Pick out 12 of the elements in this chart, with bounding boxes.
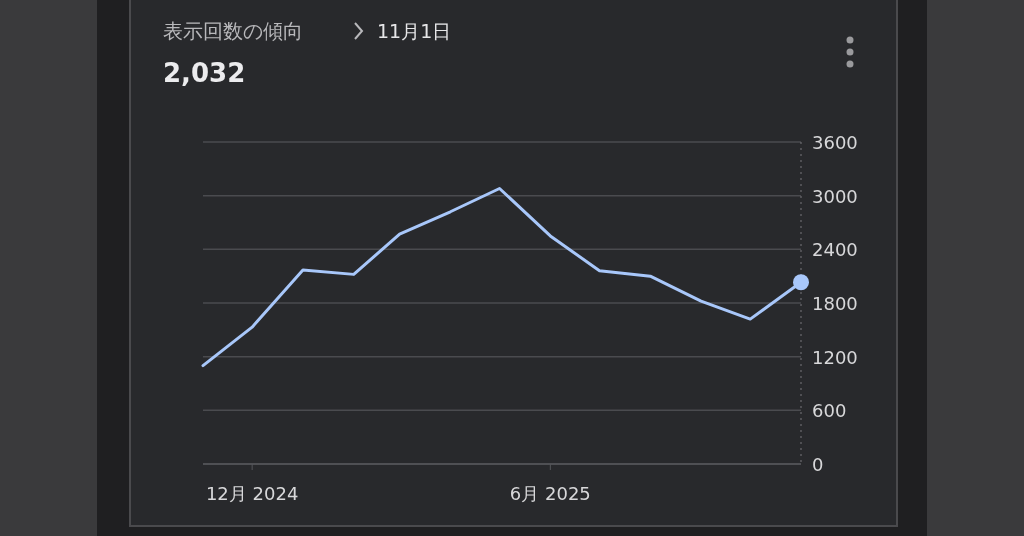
y-tick-label: 3000 [812,185,858,207]
x-tick-label: 6月 2025 [509,483,591,504]
y-tick-label: 600 [812,400,847,422]
y-tick-label: 2400 [812,239,858,261]
text: 2,032 [163,58,246,88]
x-tick-label: 12月 2024 [205,483,299,504]
y-tick-label: 3600 [812,132,858,153]
y-tick-label: 0 [812,454,824,475]
y-tick-label: 1200 [812,346,858,368]
chart-title: 表示回数の傾向 [163,19,303,43]
y-tick-label: 1800 [812,293,858,314]
chart-subtitle: 11月1日 [377,20,452,42]
